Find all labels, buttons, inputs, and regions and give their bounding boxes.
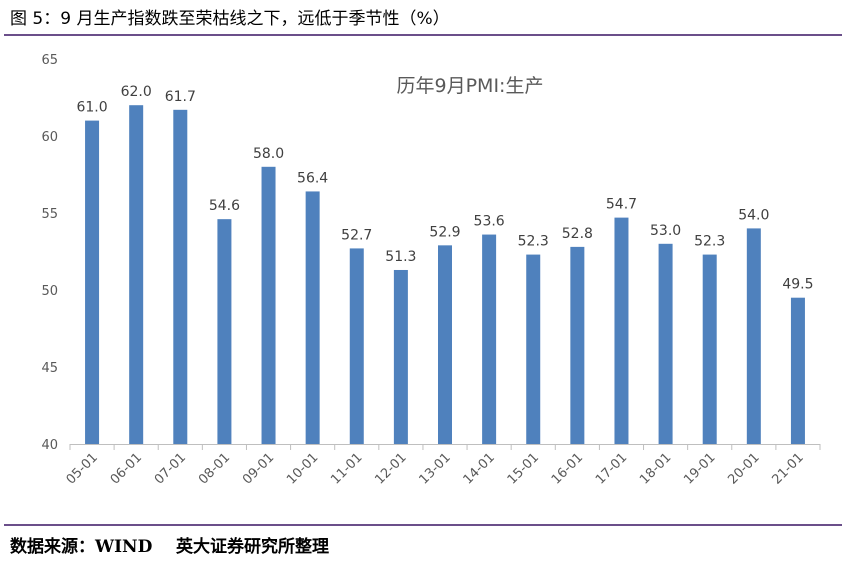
x-tick-label: 20-01 xyxy=(725,450,762,487)
bar xyxy=(746,228,761,444)
y-tick-label: 40 xyxy=(41,438,58,453)
bar-data-label: 54.7 xyxy=(606,197,637,213)
bar xyxy=(482,234,497,444)
bar-data-label: 49.5 xyxy=(782,277,813,293)
x-tick-label: 12-01 xyxy=(372,450,409,487)
x-tick-label: 09-01 xyxy=(240,450,277,487)
bar xyxy=(305,191,320,444)
x-tick-label: 06-01 xyxy=(108,450,145,487)
bar-data-label: 52.9 xyxy=(429,224,460,240)
bar-data-label: 53.0 xyxy=(650,223,681,239)
bar-data-label: 54.0 xyxy=(738,207,769,223)
y-tick-label: 55 xyxy=(41,207,58,222)
x-tick-label: 14-01 xyxy=(461,450,498,487)
x-tick-label: 21-01 xyxy=(769,450,806,487)
x-tick-label: 11-01 xyxy=(328,450,365,487)
bar xyxy=(702,254,717,444)
x-tick-label: 17-01 xyxy=(593,450,630,487)
bar-data-label: 52.3 xyxy=(518,234,549,250)
bar xyxy=(658,243,673,444)
bar xyxy=(85,120,100,444)
chart-title: 历年9月PMI:生产 xyxy=(397,75,544,97)
bar-data-label: 53.6 xyxy=(474,214,505,230)
bar-data-label: 62.0 xyxy=(121,84,152,100)
bar-data-label: 56.4 xyxy=(297,170,328,186)
bar-data-label: 58.0 xyxy=(253,146,284,162)
y-tick-label: 45 xyxy=(41,361,58,376)
y-tick-label: 65 xyxy=(41,53,58,68)
x-tick-label: 07-01 xyxy=(152,450,189,487)
bar-data-label: 54.6 xyxy=(209,198,240,214)
x-tick-label: 18-01 xyxy=(637,450,674,487)
x-tick-label: 10-01 xyxy=(284,450,321,487)
source-note: 数据来源：WIND 英大证券研究所整理 xyxy=(10,537,329,557)
y-tick-label: 60 xyxy=(41,130,58,145)
bar-data-label: 61.7 xyxy=(165,89,196,105)
bar xyxy=(261,166,276,445)
bar-chart: 40 45 50 55 60 65 05-01 06-01 07-01 08-01 09-01 10-… xyxy=(41,53,821,488)
bar-data-label: 52.7 xyxy=(341,227,372,243)
x-tick-label: 08-01 xyxy=(196,450,233,487)
figure-title: 图 5：9 月生产指数跌至荣枯线之下，远低于季节性（%） xyxy=(10,9,450,29)
bar xyxy=(614,217,629,444)
bar xyxy=(393,269,408,444)
x-tick-label: 19-01 xyxy=(681,450,718,487)
x-tick-label: 16-01 xyxy=(549,450,586,487)
bar xyxy=(790,297,805,444)
x-tick-label: 13-01 xyxy=(417,450,454,487)
bar xyxy=(349,248,364,444)
bar-data-label: 52.8 xyxy=(562,226,593,242)
bar-data-label: 61.0 xyxy=(76,100,107,116)
bar xyxy=(129,105,144,444)
bar xyxy=(173,109,188,444)
chart-data-labels: 61.0 62.0 61.7 54.6 58.0 56.4 52.7 51.3 52.9 53.6… xyxy=(76,84,813,293)
bar xyxy=(526,254,541,444)
bottom-divider xyxy=(4,524,842,526)
x-tick-label: 05-01 xyxy=(64,450,101,487)
chart-bars xyxy=(85,105,805,445)
bar xyxy=(438,245,452,444)
x-tick-label: 15-01 xyxy=(505,450,542,487)
y-tick-label: 50 xyxy=(41,284,58,299)
bar xyxy=(217,219,232,444)
top-divider xyxy=(4,34,842,36)
bar-data-label: 51.3 xyxy=(385,249,416,265)
bar xyxy=(570,246,585,444)
bar-data-label: 52.3 xyxy=(694,234,725,250)
